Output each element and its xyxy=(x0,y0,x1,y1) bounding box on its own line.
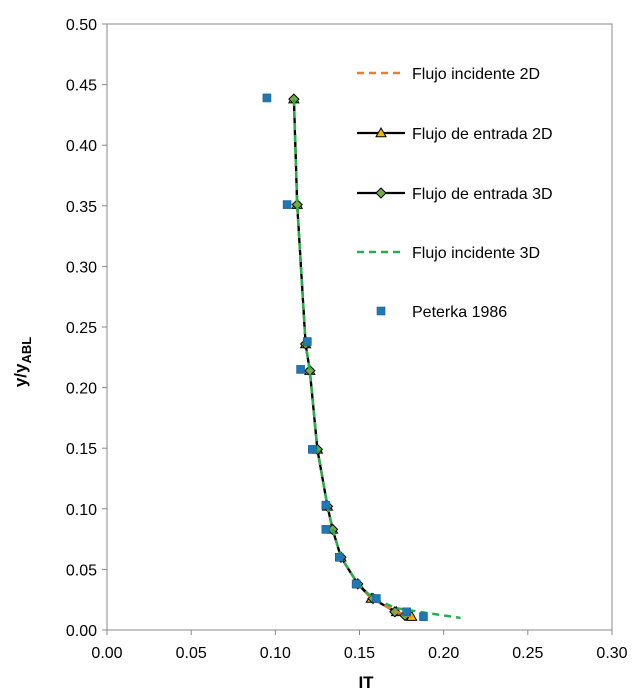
data-point-square xyxy=(372,594,380,602)
legend-label: Flujo incidente 3D xyxy=(412,245,540,262)
axes xyxy=(102,24,612,635)
series-line xyxy=(294,99,412,617)
y-tick-label: 0.40 xyxy=(66,138,97,155)
plot-frame xyxy=(107,24,612,630)
data-point-square xyxy=(403,608,411,616)
legend: Flujo incidente 2D Flujo de entrada 2D Flu… xyxy=(357,66,553,321)
y-tick-label: 0.45 xyxy=(66,78,97,95)
legend-label: Flujo de entrada 3D xyxy=(412,186,553,203)
legend-item-4: Peterka 1986 xyxy=(377,304,507,321)
data-point-square xyxy=(283,201,291,209)
data-point-square xyxy=(335,553,343,561)
x-tick-label: 0.10 xyxy=(260,645,291,662)
legend-marker-square xyxy=(377,307,385,315)
y-tick-label: 0.50 xyxy=(66,17,97,34)
x-tick-label: 0.25 xyxy=(512,645,543,662)
y-tick-label: 0.20 xyxy=(66,381,97,398)
legend-item-2: Flujo de entrada 3D xyxy=(357,186,553,203)
legend-label: Flujo de entrada 2D xyxy=(412,126,553,143)
data-point-square xyxy=(419,613,427,621)
x-tick-label: 0.15 xyxy=(344,645,375,662)
data-point-square xyxy=(303,338,311,346)
data-point-square xyxy=(297,365,305,373)
x-tick-label: 0.05 xyxy=(176,645,207,662)
data-point-square xyxy=(322,501,330,509)
y-tick-label: 0.05 xyxy=(66,562,97,579)
legend-item-1: Flujo de entrada 2D xyxy=(357,126,553,143)
y-tick-label: 0.00 xyxy=(66,623,97,640)
series-3 xyxy=(294,99,461,618)
legend-marker-diamond xyxy=(376,188,386,198)
legend-item-0: Flujo incidente 2D xyxy=(357,66,540,83)
y-axis-title: y/yABL xyxy=(11,337,34,387)
y-axis-title-subscript: ABL xyxy=(19,337,34,364)
series-4 xyxy=(263,94,428,621)
plot-area xyxy=(263,94,461,621)
x-axis-title: IT xyxy=(358,673,374,692)
y-tick-label: 0.15 xyxy=(66,441,97,458)
data-point-square xyxy=(352,580,360,588)
y-tick-label: 0.35 xyxy=(66,199,97,216)
series-line xyxy=(294,99,405,615)
y-tick-label: 0.25 xyxy=(66,320,97,337)
x-tick-label: 0.00 xyxy=(91,645,122,662)
x-tick-label: 0.30 xyxy=(596,645,627,662)
y-tick-label: 0.10 xyxy=(66,502,97,519)
series-0 xyxy=(294,99,412,617)
data-point-square xyxy=(308,445,316,453)
legend-label: Flujo incidente 2D xyxy=(412,66,540,83)
legend-label: Peterka 1986 xyxy=(412,304,507,321)
data-point-square xyxy=(322,525,330,533)
legend-item-3: Flujo incidente 3D xyxy=(357,245,540,262)
series-line xyxy=(294,99,412,617)
data-point-square xyxy=(263,94,271,102)
x-tick-label: 0.20 xyxy=(428,645,459,662)
y-tick-label: 0.30 xyxy=(66,259,97,276)
series-line xyxy=(294,99,461,618)
y-axis-title-main: y/y xyxy=(11,363,30,387)
